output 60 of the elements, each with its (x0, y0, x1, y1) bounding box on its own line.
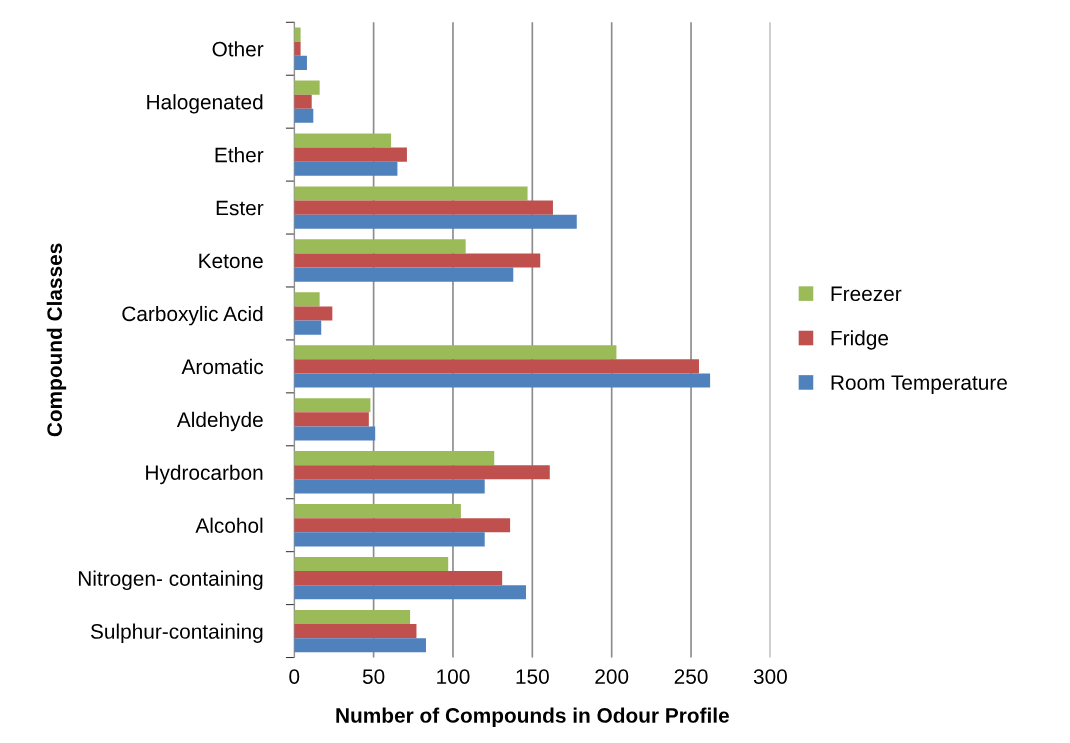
bar (294, 638, 426, 653)
x-tick-label: 250 (674, 669, 708, 684)
x-tick-label: 100 (437, 669, 470, 684)
y-tick-label: Sulphur-containing (90, 623, 263, 643)
y-tick-label: Halogenated (147, 94, 263, 114)
bar (294, 147, 407, 162)
bar (294, 186, 528, 201)
bar (294, 253, 541, 268)
bar (294, 306, 333, 321)
y-axis-title: Compound Classes (46, 243, 67, 437)
bar (294, 518, 511, 533)
bar (294, 609, 411, 625)
bar (294, 239, 466, 254)
bar (294, 571, 503, 586)
bar (294, 94, 312, 109)
legend-label: Fridge (831, 330, 889, 350)
bar (294, 585, 526, 600)
y-tick-label: Alcohol (195, 517, 263, 533)
bar (294, 161, 398, 176)
bar (294, 267, 514, 282)
x-tick-label: 50 (362, 669, 385, 684)
legend-label: Room Temperature (831, 375, 1007, 395)
y-tick-label: Aromatic (181, 358, 264, 375)
legend-label: Freezer (831, 286, 902, 302)
bar (294, 556, 449, 572)
bar (294, 532, 485, 547)
bar (294, 292, 320, 307)
bar (294, 55, 307, 70)
y-tick-label: Hydrocarbon (146, 464, 263, 485)
y-tick-label: Nitrogen- containing (78, 570, 263, 591)
bar (294, 133, 392, 148)
bar (294, 359, 699, 374)
x-tick-label: 200 (595, 669, 629, 684)
bar (294, 200, 553, 215)
x-axis-title: Number of Compounds in Odour Profile (336, 707, 729, 727)
bar (294, 80, 320, 95)
y-tick-label: Aldehyde (176, 411, 263, 432)
bar (294, 412, 369, 427)
bar (294, 41, 301, 56)
bar (294, 373, 711, 388)
bar (294, 345, 617, 360)
y-tick-label: Ester (216, 200, 264, 216)
bar (294, 214, 577, 229)
x-tick-label: 300 (753, 669, 787, 684)
y-tick-label: Ketone (199, 253, 263, 269)
bar (294, 398, 371, 413)
bar (294, 465, 550, 480)
bar (294, 108, 314, 123)
bar (294, 27, 301, 42)
bar (294, 624, 417, 639)
bar (294, 320, 322, 335)
y-tick-label: Ether (215, 147, 264, 163)
bar (294, 451, 495, 466)
bar (294, 426, 376, 441)
y-tick-label: Other (212, 41, 264, 57)
bar (294, 479, 485, 494)
x-tick-label: 150 (516, 669, 549, 684)
bar (294, 504, 461, 519)
y-tick-label: Carboxylic Acid (122, 305, 263, 326)
x-tick-label: 0 (289, 669, 300, 684)
